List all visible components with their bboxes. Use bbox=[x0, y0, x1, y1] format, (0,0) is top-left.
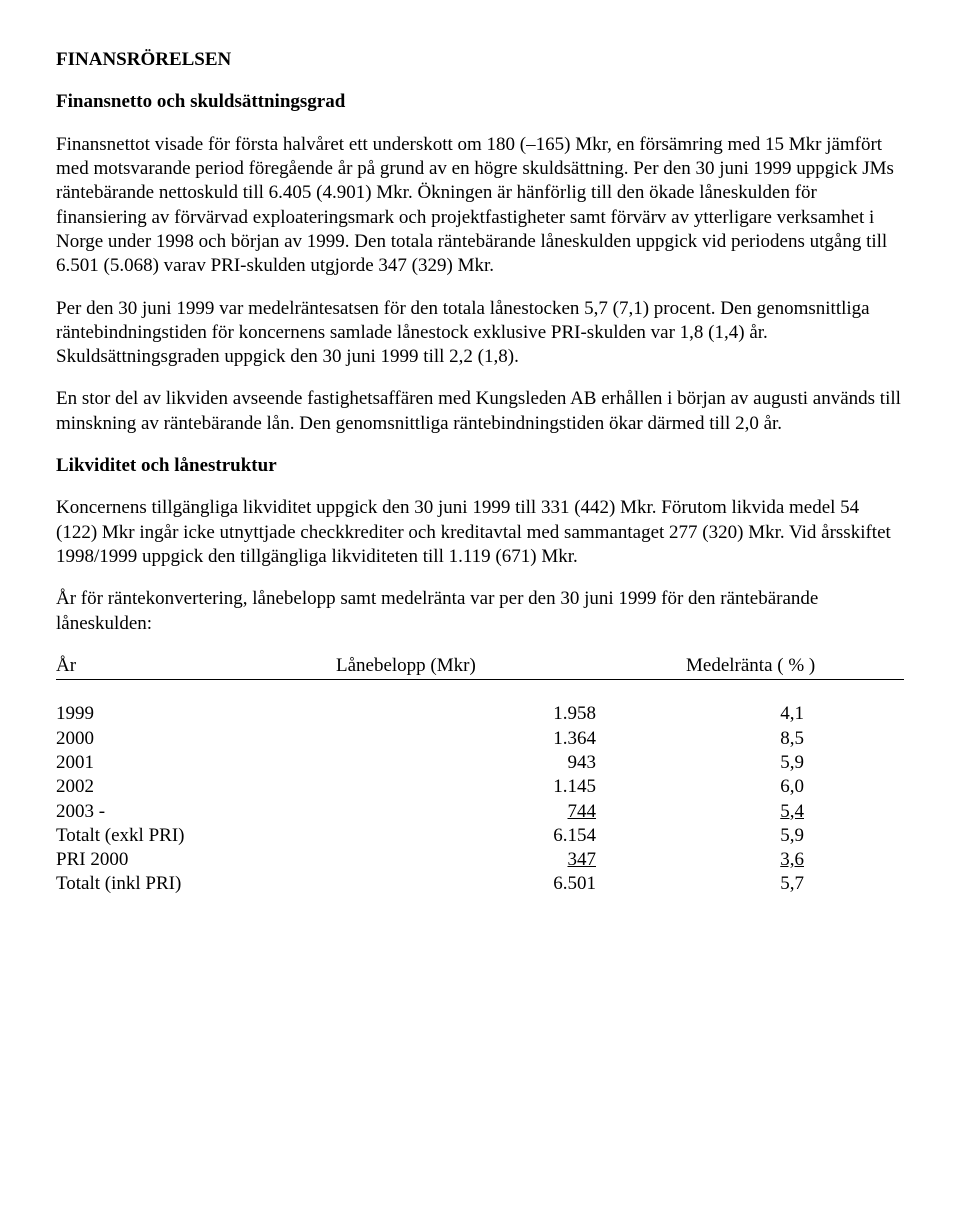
paragraph-1: Finansnettot visade för första halvåret … bbox=[56, 133, 904, 279]
cell-rate: 5,9 bbox=[686, 751, 904, 775]
cell-year: 2003 - bbox=[56, 800, 336, 824]
table-body: 19991.9584,120001.3648,520019435,920021.… bbox=[56, 702, 904, 897]
cell-amount: 6.154 bbox=[336, 824, 686, 848]
cell-amount: 1.145 bbox=[336, 775, 686, 799]
cell-amount: 943 bbox=[336, 751, 686, 775]
cell-year: 2001 bbox=[56, 751, 336, 775]
table-header-row: År Lånebelopp (Mkr) Medelränta ( % ) bbox=[56, 654, 904, 680]
cell-rate: 4,1 bbox=[686, 702, 904, 726]
cell-amount: 1.958 bbox=[336, 702, 686, 726]
cell-year: Totalt (exkl PRI) bbox=[56, 824, 336, 848]
cell-year: 2002 bbox=[56, 775, 336, 799]
table-row: PRI 20003473,6 bbox=[56, 848, 904, 872]
section-title: FINANSRÖRELSEN bbox=[56, 48, 904, 72]
cell-year: Totalt (inkl PRI) bbox=[56, 872, 336, 896]
cell-rate: 5,7 bbox=[686, 872, 904, 896]
table-row: 20021.1456,0 bbox=[56, 775, 904, 799]
cell-rate: 5,9 bbox=[686, 824, 904, 848]
subheading-finansnetto: Finansnetto och skuldsättningsgrad bbox=[56, 90, 904, 114]
cell-year: 2000 bbox=[56, 727, 336, 751]
table-row: Totalt (inkl PRI)6.5015,7 bbox=[56, 872, 904, 896]
table-row: 20001.3648,5 bbox=[56, 727, 904, 751]
subheading-likviditet: Likviditet och lånestruktur bbox=[56, 454, 904, 478]
table-row: 2003 -7445,4 bbox=[56, 800, 904, 824]
table-row: 19991.9584,1 bbox=[56, 702, 904, 726]
paragraph-3: En stor del av likviden avseende fastigh… bbox=[56, 387, 904, 436]
table-row: 20019435,9 bbox=[56, 751, 904, 775]
cell-rate: 8,5 bbox=[686, 727, 904, 751]
cell-year: PRI 2000 bbox=[56, 848, 336, 872]
paragraph-5: År för räntekonvertering, lånebelopp sam… bbox=[56, 587, 904, 636]
cell-amount: 1.364 bbox=[336, 727, 686, 751]
cell-year: 1999 bbox=[56, 702, 336, 726]
cell-amount: 744 bbox=[336, 800, 686, 824]
paragraph-2: Per den 30 juni 1999 var medelräntesatse… bbox=[56, 297, 904, 370]
cell-rate: 5,4 bbox=[686, 800, 904, 824]
cell-rate: 3,6 bbox=[686, 848, 904, 872]
loan-table: År Lånebelopp (Mkr) Medelränta ( % ) 199… bbox=[56, 654, 904, 897]
col-header-rate: Medelränta ( % ) bbox=[686, 654, 904, 680]
cell-amount: 6.501 bbox=[336, 872, 686, 896]
cell-rate: 6,0 bbox=[686, 775, 904, 799]
col-header-year: År bbox=[56, 654, 336, 680]
cell-amount: 347 bbox=[336, 848, 686, 872]
table-row: Totalt (exkl PRI)6.1545,9 bbox=[56, 824, 904, 848]
paragraph-4: Koncernens tillgängliga likviditet uppgi… bbox=[56, 496, 904, 569]
col-header-amount: Lånebelopp (Mkr) bbox=[336, 654, 686, 680]
